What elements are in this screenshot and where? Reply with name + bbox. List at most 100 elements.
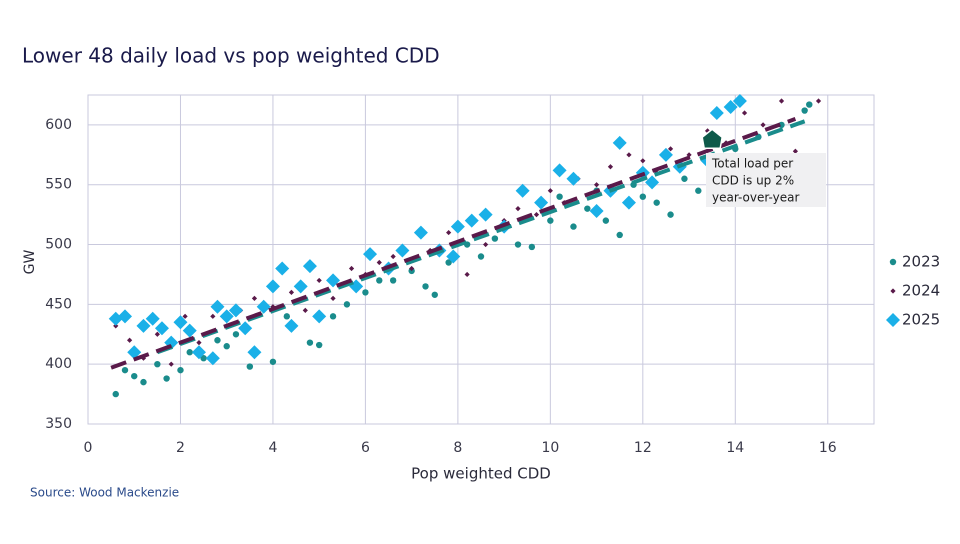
annotation-text: year-over-year [712,191,800,205]
point [389,277,397,284]
point [413,225,428,240]
point [362,289,369,296]
x-tick-label: 4 [268,440,277,456]
point [127,337,133,343]
point [695,187,702,194]
series [108,93,747,366]
point [191,345,206,360]
point [112,390,119,398]
point [640,158,646,164]
point [223,343,230,350]
point [283,313,291,320]
source: Source: Wood Mackenzie [30,486,179,500]
y-tick-label: 450 [45,296,72,312]
point [145,311,160,326]
point [363,247,378,262]
point [205,351,220,366]
point [658,147,673,162]
point [343,301,351,308]
annotation-box [706,153,826,207]
point [376,277,383,284]
legend-marker [890,288,896,294]
point [163,375,170,382]
x-tick-label: 14 [726,440,744,456]
point [533,212,540,218]
point [177,366,184,374]
point [446,229,452,236]
trend-line [110,117,797,370]
y-tick-label: 500 [45,237,72,253]
point [709,105,724,120]
point [214,337,221,344]
y-tick-label: 400 [45,356,72,372]
legend-marker [889,258,897,266]
point [315,341,323,349]
point [330,295,336,301]
point [616,231,623,239]
point [667,146,674,152]
point [113,323,119,329]
x-tick-label: 6 [361,440,370,456]
point [173,315,188,330]
point [136,318,151,333]
point [251,295,258,301]
point [621,195,636,210]
point [686,152,692,158]
annotation-marker [701,128,723,150]
point [584,205,591,212]
point [210,313,216,319]
point [390,253,396,260]
point [445,259,452,266]
legend-label: 2024 [902,282,940,300]
point [792,148,798,154]
point [547,188,553,194]
point [131,372,138,380]
point [514,241,522,248]
point [409,265,415,272]
trend-line [156,119,806,355]
point [491,235,499,242]
point [760,122,766,128]
point [265,279,280,294]
point [246,363,254,370]
point [238,321,253,336]
annotation-text: Total load per [711,157,793,171]
legend-label: 2023 [902,253,940,271]
point [302,307,308,313]
x-tick-label: 2 [176,440,185,456]
x-tick-label: 12 [634,440,652,456]
point [182,323,197,338]
point [483,241,489,248]
legend-label: 2025 [902,311,940,329]
point [653,199,660,206]
legend-marker [886,313,900,327]
point [570,223,577,230]
point [196,340,202,346]
x-tick-label: 16 [819,440,837,456]
point [247,345,262,360]
point [723,99,738,114]
point [168,361,174,367]
point [288,289,295,295]
point [446,249,461,264]
point [395,243,410,258]
point [681,175,688,182]
point [275,261,290,276]
annotation-text: CDD is up 2% [712,174,794,188]
point [477,253,485,260]
point [422,283,429,290]
point [741,110,748,116]
x-axis-label: Pop weighted CDD [411,465,551,483]
point [464,213,479,228]
point [228,303,243,318]
point [329,313,337,320]
y-tick-label: 600 [45,117,72,133]
point [478,207,493,222]
x-tick-label: 0 [84,440,93,456]
point [302,259,317,274]
point [806,101,813,108]
point [232,331,240,338]
point [667,211,674,218]
point [154,360,161,368]
